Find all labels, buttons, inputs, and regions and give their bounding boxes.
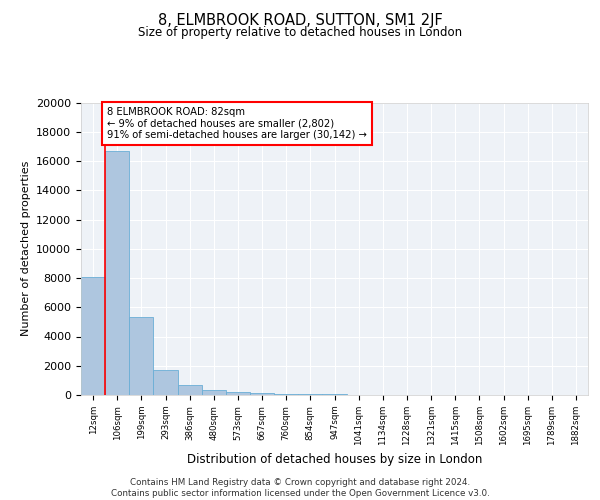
Bar [105,151,129,395]
Bar [274,394,298,395]
Y-axis label: Number of detached properties: Number of detached properties [20,161,31,336]
Text: Contains HM Land Registry data © Crown copyright and database right 2024.
Contai: Contains HM Land Registry data © Crown c… [110,478,490,498]
Text: Size of property relative to detached houses in London: Size of property relative to detached ho… [138,26,462,39]
Bar [81,276,105,395]
Bar [322,394,347,395]
Bar [226,392,250,395]
Bar [154,370,178,395]
Text: 8 ELMBROOK ROAD: 82sqm
← 9% of detached houses are smaller (2,802)
91% of semi-d: 8 ELMBROOK ROAD: 82sqm ← 9% of detached … [107,107,367,140]
Bar [129,318,154,395]
X-axis label: Distribution of detached houses by size in London: Distribution of detached houses by size … [187,454,482,466]
Bar [250,393,274,395]
Bar [202,390,226,395]
Text: 8, ELMBROOK ROAD, SUTTON, SM1 2JF: 8, ELMBROOK ROAD, SUTTON, SM1 2JF [158,12,442,28]
Bar [178,386,202,395]
Bar [298,394,322,395]
